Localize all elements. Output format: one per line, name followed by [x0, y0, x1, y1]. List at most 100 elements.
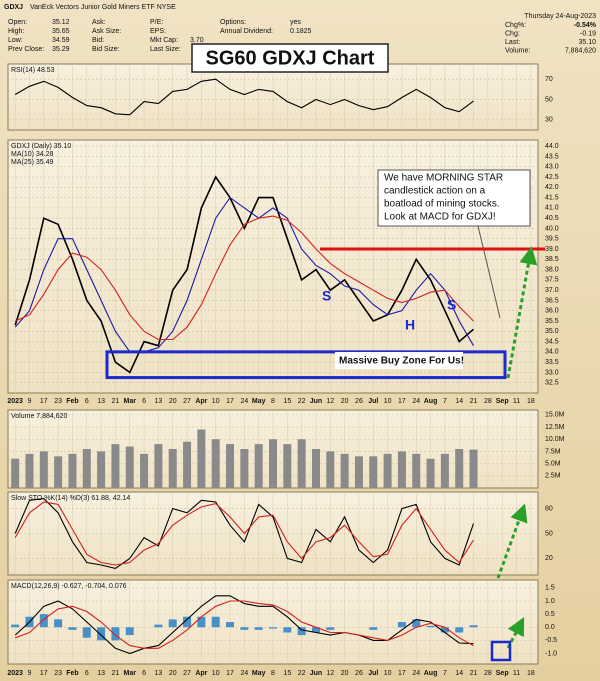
x-tick-label: 17 [226, 670, 234, 677]
y-tick-label: 70 [545, 76, 553, 83]
field-label: EPS: [150, 28, 166, 35]
x-tick-label: Aug [424, 398, 438, 405]
x-tick-label: Feb [66, 398, 78, 405]
x-tick-label: 24 [240, 670, 248, 677]
field-value: 3.70 [190, 37, 204, 44]
callout-line: Look at MACD for GDXJ! [384, 212, 496, 223]
bar [25, 453, 34, 488]
histogram-bar [125, 627, 134, 636]
histogram-bar [240, 627, 249, 630]
bar [440, 453, 449, 488]
x-tick-label: May [252, 670, 266, 677]
panel-label: MACD(12,26,9) -0.627, -0.704, 0.076 [11, 583, 127, 590]
x-tick-label: 22 [298, 398, 306, 405]
field-value: 35.65 [52, 28, 70, 35]
field-label: Chg%: [505, 22, 526, 29]
y-tick-label: 35.0 [545, 328, 559, 335]
x-tick-label: 10 [384, 670, 392, 677]
y-tick-label: 5.0M [545, 460, 561, 467]
field-label: Last Size: [150, 46, 181, 53]
bar [340, 453, 349, 488]
x-tick-label: 2023 [7, 398, 23, 405]
y-tick-label: 35.5 [545, 318, 559, 325]
y-tick-label: 41.0 [545, 205, 559, 212]
macd-highlight-box [490, 640, 512, 662]
bar [154, 444, 163, 488]
quote-date: Thursday 24-Aug-2023 [524, 13, 596, 20]
x-tick-label: 13 [155, 670, 163, 677]
callout-line: candlestick action on a [384, 186, 486, 197]
field-label: Ask: [92, 19, 106, 26]
histogram-bar [111, 627, 120, 641]
field-value: -0.54% [574, 22, 597, 29]
zone-label-box [335, 352, 463, 369]
field-value: 34.59 [52, 37, 70, 44]
y-tick-label: 33.5 [545, 359, 559, 366]
histogram-bar [426, 625, 435, 628]
bar [426, 458, 435, 488]
x-tick-label: 14 [455, 670, 463, 677]
bar [82, 449, 91, 488]
y-tick-label: 36.0 [545, 308, 559, 315]
histogram-bar [311, 627, 320, 633]
histogram-bar [11, 624, 20, 628]
y-tick-label: 1.0 [545, 598, 555, 605]
field-label: Prev Close: [8, 46, 44, 53]
x-tick-label: 21 [470, 670, 478, 677]
x-tick-label: 21 [470, 398, 478, 405]
field-label: Open: [8, 19, 27, 26]
x-tick-label: 8 [271, 670, 275, 677]
field-value: 35.12 [52, 19, 70, 26]
green-arrow [496, 503, 528, 579]
y-tick-label: 38.5 [545, 256, 559, 263]
x-tick-label: 17 [398, 398, 406, 405]
histogram-bar [455, 627, 464, 633]
series-line [14, 501, 474, 566]
y-tick-label: 42.0 [545, 184, 559, 191]
x-tick-label: Aug [424, 670, 438, 677]
bar [97, 451, 106, 488]
pattern-label: S [447, 297, 456, 313]
bar [455, 449, 464, 488]
histogram-bar [68, 627, 77, 630]
y-tick-label: 30 [545, 117, 553, 124]
x-tick-label: 20 [341, 398, 349, 405]
histogram-bar [154, 624, 163, 628]
bar [140, 453, 149, 488]
bar [469, 449, 478, 488]
x-tick-label: 26 [355, 398, 363, 405]
histogram-bar [39, 614, 48, 628]
y-tick-label: 41.5 [545, 194, 559, 201]
x-tick-label: 2023 [7, 670, 23, 677]
bar [39, 451, 48, 488]
x-tick-label: 21 [112, 670, 120, 677]
y-tick-label: 7.5M [545, 448, 561, 455]
y-tick-label: 39.0 [545, 246, 559, 253]
field-label: Bid: [92, 37, 104, 44]
field-label: Chg: [505, 30, 520, 37]
ticker: GDXJ [4, 4, 23, 11]
x-tick-label: 20 [341, 670, 349, 677]
x-tick-label: 6 [142, 398, 146, 405]
x-tick-label: 22 [298, 670, 306, 677]
histogram-bar [397, 622, 406, 628]
x-tick-label: 21 [112, 398, 120, 405]
histogram-bar [211, 616, 220, 628]
x-tick-label: 8 [271, 398, 275, 405]
field-label: Bid Size: [92, 46, 120, 53]
y-tick-label: 37.0 [545, 287, 559, 294]
x-tick-label: Mar [124, 670, 137, 677]
field-value: 7,884,620 [565, 47, 596, 54]
histogram-bar [269, 627, 277, 629]
bar [211, 439, 220, 488]
x-tick-label: 27 [183, 398, 191, 405]
bar [168, 449, 177, 488]
bar [11, 458, 20, 488]
y-tick-label: 33.0 [545, 369, 559, 376]
histogram-bar [168, 619, 177, 628]
x-tick-label: 6 [142, 670, 146, 677]
field-label: P/E: [150, 19, 163, 26]
histogram-bar [254, 627, 263, 630]
x-tick-label: 12 [326, 670, 334, 677]
series-line [14, 196, 474, 353]
